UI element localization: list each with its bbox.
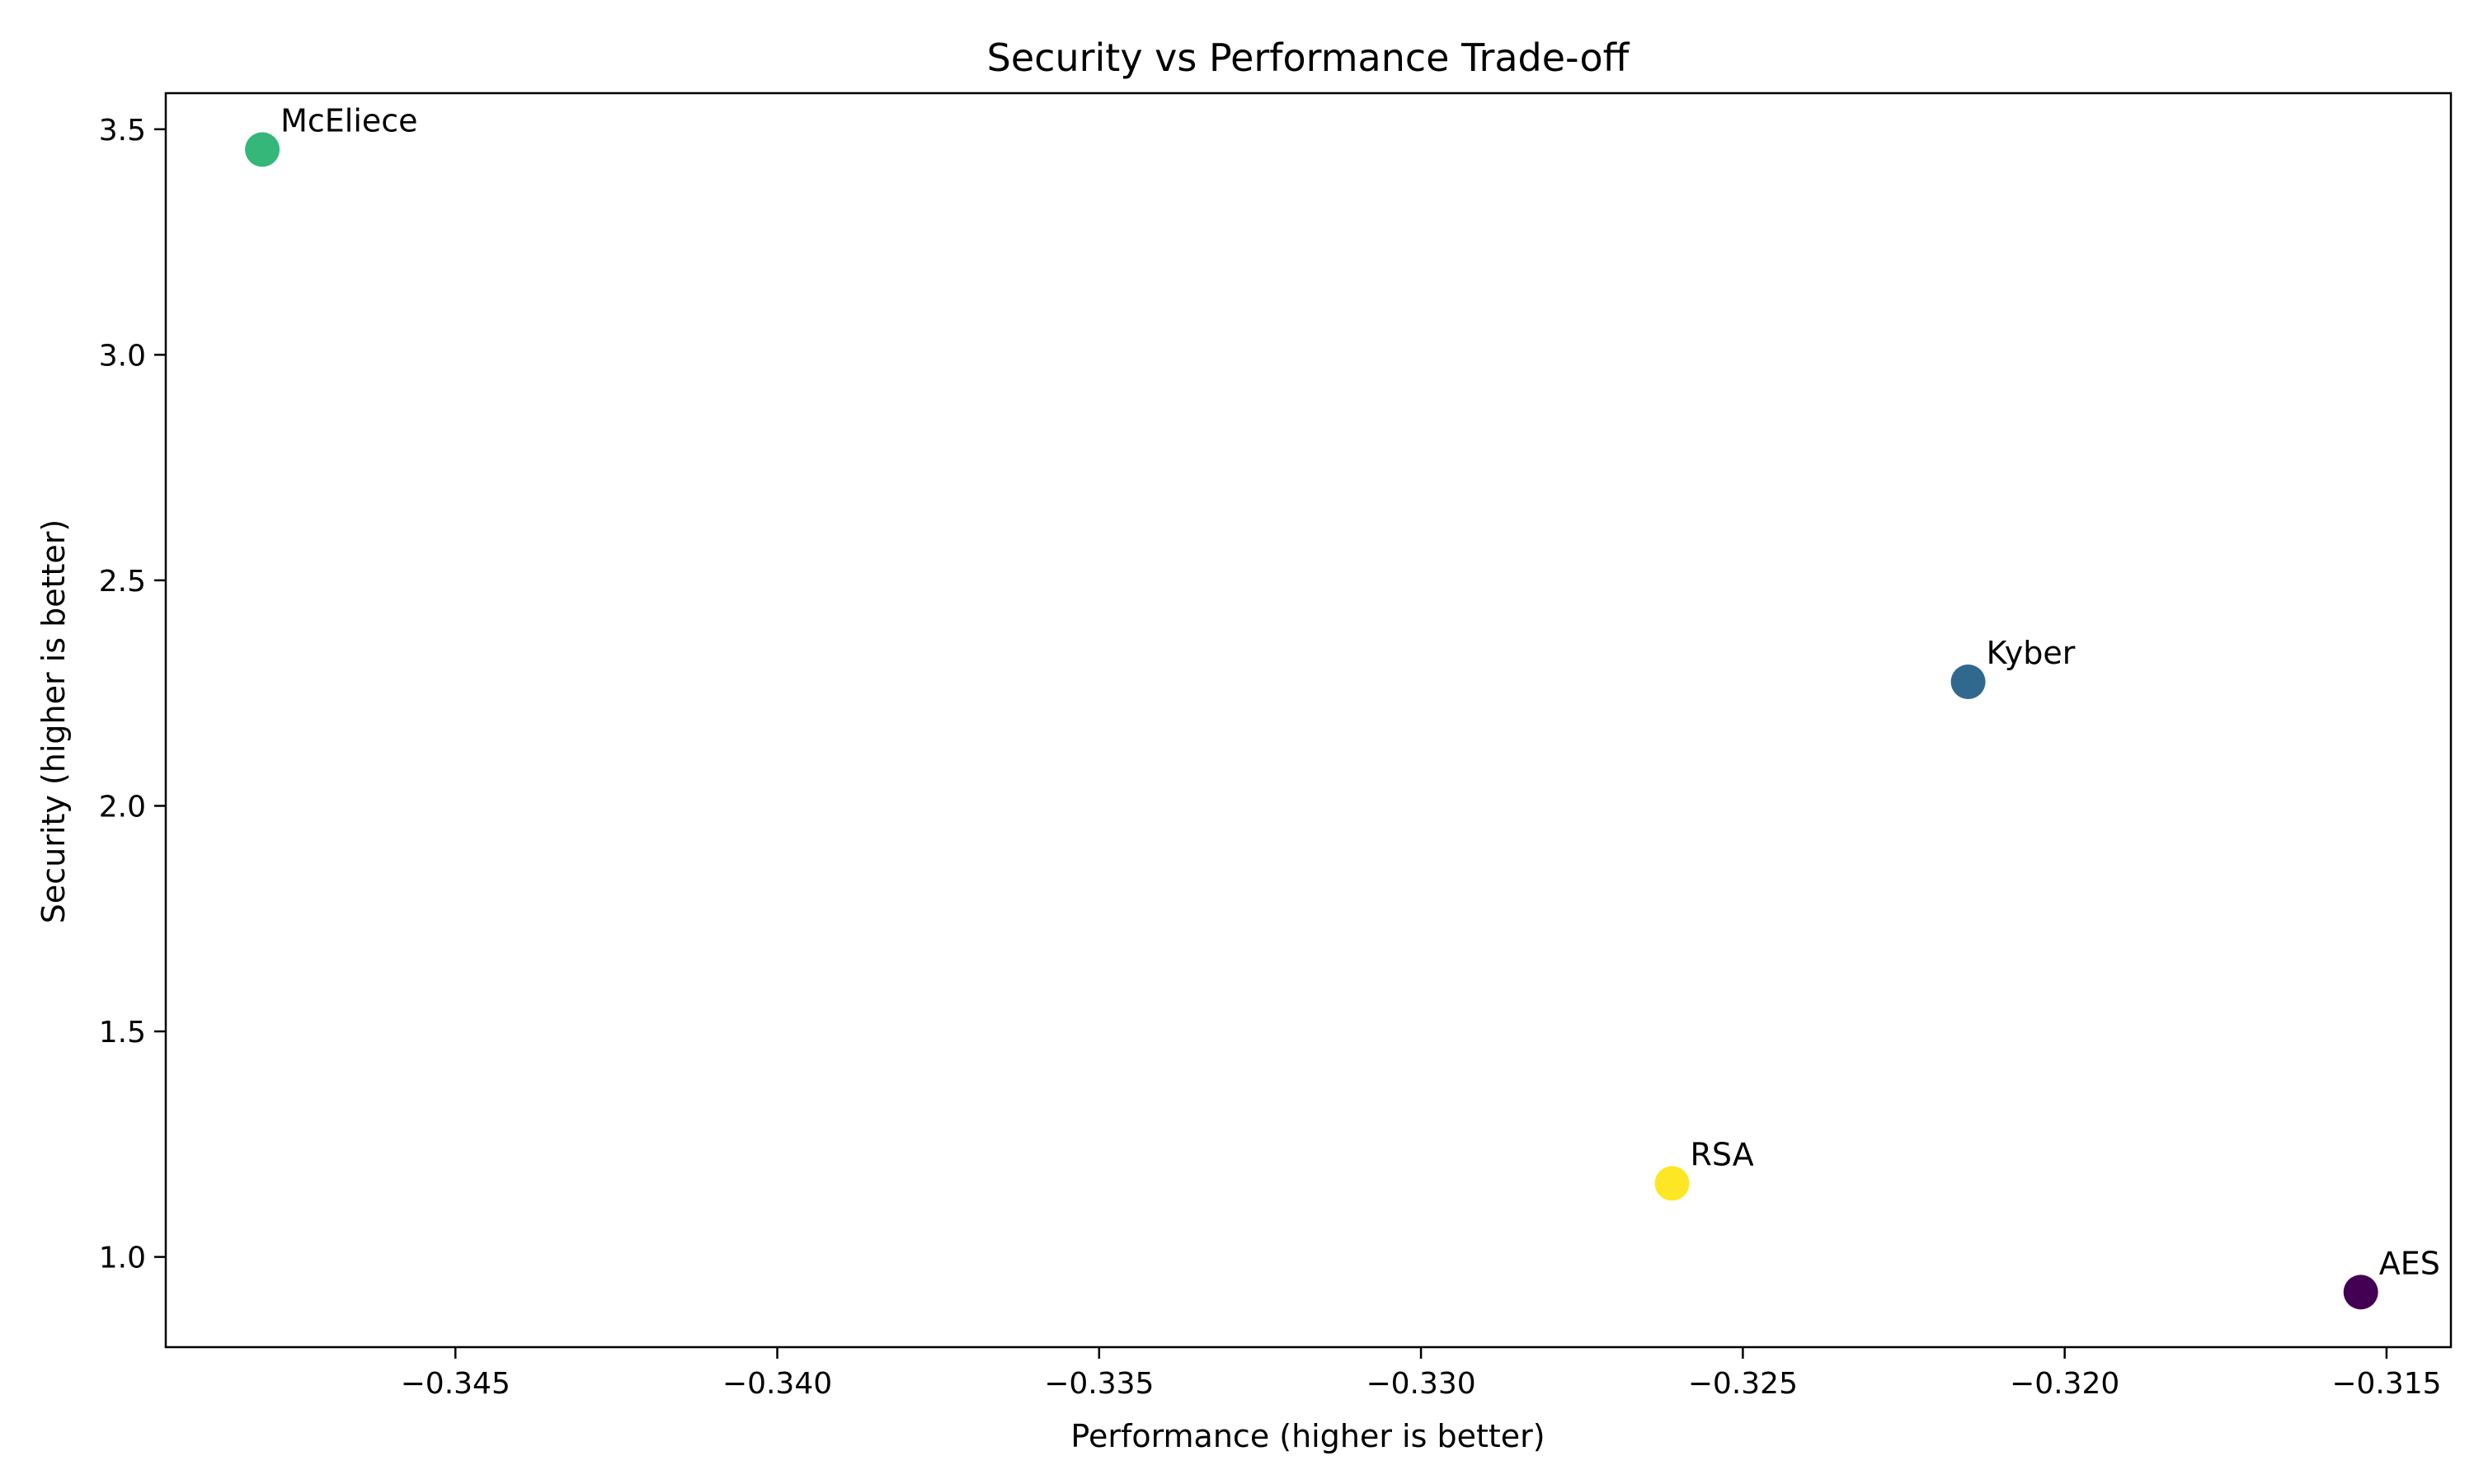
x-tick-label: −0.345 (401, 1367, 510, 1401)
data-points: McEliece Kyber RSA AES (245, 102, 2440, 1310)
x-tick-label: −0.340 (722, 1367, 832, 1401)
x-axis-label: Performance (higher is better) (1070, 1418, 1545, 1454)
point-mceliece (245, 132, 280, 167)
point-kyber (1950, 664, 1986, 699)
y-tick-label: 1.0 (99, 1242, 146, 1275)
y-tick-label: 3.0 (99, 339, 146, 373)
point-rsa (1654, 1166, 1690, 1201)
chart-title: Security vs Performance Trade-off (987, 35, 1630, 80)
x-tick-label: −0.315 (2331, 1367, 2441, 1401)
y-tick-label: 2.0 (99, 790, 146, 824)
plot-frame (164, 92, 2453, 1349)
x-axis-ticks: −0.345 −0.340 −0.335 −0.330 −0.325 −0.320 −0.3… (401, 1347, 2442, 1401)
x-tick-label: −0.330 (1366, 1367, 1475, 1401)
x-tick-label: −0.335 (1044, 1367, 1154, 1401)
point-label-kyber: Kyber (1987, 635, 2076, 671)
point-label-rsa: RSA (1691, 1136, 1754, 1172)
point-label-mceliece: McEliece (280, 102, 417, 139)
y-axis-ticks: 1.0 1.5 2.0 2.5 3.0 3.5 (99, 114, 166, 1275)
x-tick-label: −0.325 (1688, 1367, 1798, 1401)
x-tick-label: −0.320 (2010, 1367, 2119, 1401)
y-tick-label: 2.5 (99, 565, 146, 599)
y-tick-label: 1.5 (99, 1016, 146, 1050)
y-tick-label: 3.5 (99, 114, 146, 148)
y-axis-label: Security (higher is better) (35, 519, 72, 923)
point-aes (2343, 1275, 2378, 1310)
point-label-aes: AES (2379, 1245, 2440, 1281)
